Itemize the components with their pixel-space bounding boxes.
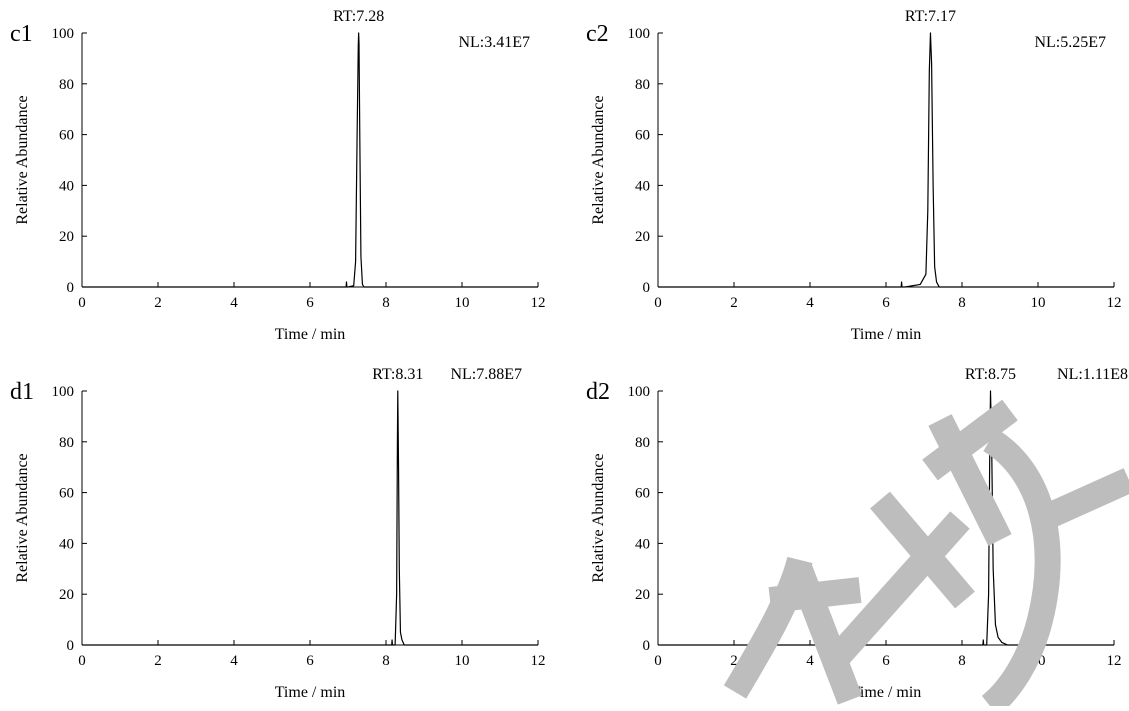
- y-tick-label: 80: [59, 435, 74, 451]
- watermark-stroke: [870, 491, 975, 609]
- y-tick-label: 60: [635, 128, 650, 144]
- panel-label: c1: [10, 21, 33, 47]
- y-tick-label: 60: [635, 486, 650, 502]
- y-tick-label: 100: [628, 384, 651, 400]
- watermark-stroke: [1034, 468, 1129, 532]
- nl-annotation: NL:7.88E7: [450, 366, 522, 383]
- x-tick-label: 2: [154, 653, 162, 669]
- x-axis-title: Time / min: [275, 684, 346, 701]
- chromatogram-trace: [658, 390, 1114, 646]
- y-tick-label: 20: [59, 587, 74, 603]
- x-tick-label: 2: [730, 295, 738, 311]
- rt-annotation: RT:8.31: [372, 366, 423, 383]
- y-axis-title: Relative Abundance: [590, 95, 607, 224]
- chromatogram-trace: [82, 390, 538, 646]
- y-tick-label: 100: [52, 26, 75, 42]
- x-tick-label: 10: [1031, 295, 1046, 311]
- watermark-stroke: [928, 414, 1012, 546]
- x-tick-label: 6: [306, 295, 314, 311]
- panel-label: d1: [10, 379, 34, 405]
- x-tick-label: 4: [230, 653, 238, 669]
- panel-c2: 0 2 4 6 8 10 12 0 20 40 60 80 100 Time / min Relative …: [586, 8, 1122, 343]
- x-tick-label: 0: [654, 653, 662, 669]
- watermark-stroke: [981, 428, 1061, 711]
- panel-d1: 0 2 4 6 8 10 12 0 20 40 60 80 100 Time / min Relative …: [10, 366, 546, 701]
- y-tick-label: 100: [628, 26, 651, 42]
- x-tick-label: 10: [455, 653, 470, 669]
- watermark-stroke: [825, 511, 970, 669]
- x-tick-label: 2: [154, 295, 162, 311]
- y-tick-label: 60: [59, 128, 74, 144]
- y-tick-label: 20: [635, 229, 650, 245]
- x-axis-title: Time / min: [851, 326, 922, 343]
- y-axis-title: Relative Abundance: [590, 453, 607, 582]
- x-tick-label: 12: [531, 295, 546, 311]
- chromatogram-trace: [82, 32, 538, 288]
- y-axis-title: Relative Abundance: [14, 95, 31, 224]
- rt-annotation: RT:7.28: [333, 8, 384, 25]
- x-tick-label: 12: [531, 653, 546, 669]
- y-tick-label: 0: [67, 638, 75, 654]
- y-tick-label: 20: [59, 229, 74, 245]
- x-tick-label: 4: [806, 653, 814, 669]
- y-tick-label: 0: [643, 280, 651, 296]
- x-tick-label: 4: [230, 295, 238, 311]
- x-tick-label: 8: [382, 295, 390, 311]
- y-tick-label: 40: [635, 536, 650, 552]
- x-tick-label: 6: [882, 653, 890, 669]
- x-tick-label: 12: [1107, 295, 1122, 311]
- y-tick-label: 0: [67, 280, 75, 296]
- x-axis-title: Time / min: [275, 326, 346, 343]
- nl-annotation: NL:5.25E7: [1034, 34, 1106, 51]
- y-tick-label: 40: [59, 178, 74, 194]
- nl-annotation: NL:3.41E7: [458, 34, 530, 51]
- x-tick-label: 0: [78, 653, 86, 669]
- x-tick-label: 8: [958, 653, 966, 669]
- x-axis-title: Time / min: [851, 684, 922, 701]
- y-axis-title: Relative Abundance: [14, 453, 31, 582]
- watermark-stroke: [922, 399, 1018, 481]
- x-tick-label: 12: [1107, 653, 1122, 669]
- y-tick-label: 40: [635, 178, 650, 194]
- panel-c1: 0 2 4 6 8 10 12 0 20 40 60 80 100 Time / min Relative …: [10, 8, 546, 343]
- x-tick-label: 0: [654, 295, 662, 311]
- panel-label: d2: [586, 379, 610, 405]
- panel-label: c2: [586, 21, 609, 47]
- x-tick-label: 10: [455, 295, 470, 311]
- x-tick-label: 4: [806, 295, 814, 311]
- x-tick-label: 2: [730, 653, 738, 669]
- x-tick-label: 8: [958, 295, 966, 311]
- y-tick-label: 0: [643, 638, 651, 654]
- y-tick-label: 20: [635, 587, 650, 603]
- x-tick-label: 6: [882, 295, 890, 311]
- y-tick-label: 80: [635, 77, 650, 93]
- y-tick-label: 100: [52, 384, 75, 400]
- chromatogram-trace: [658, 32, 1114, 288]
- x-tick-label: 8: [382, 653, 390, 669]
- rt-annotation: RT:7.17: [905, 8, 956, 25]
- x-tick-label: 0: [78, 295, 86, 311]
- x-tick-label: 6: [306, 653, 314, 669]
- y-tick-label: 80: [59, 77, 74, 93]
- rt-annotation: RT:8.75: [965, 366, 1016, 383]
- watermark: [723, 399, 1129, 711]
- y-tick-label: 40: [59, 536, 74, 552]
- y-tick-label: 60: [59, 486, 74, 502]
- nl-annotation: NL:1.11E8: [1057, 366, 1128, 383]
- y-tick-label: 80: [635, 435, 650, 451]
- watermark-stroke: [787, 565, 863, 705]
